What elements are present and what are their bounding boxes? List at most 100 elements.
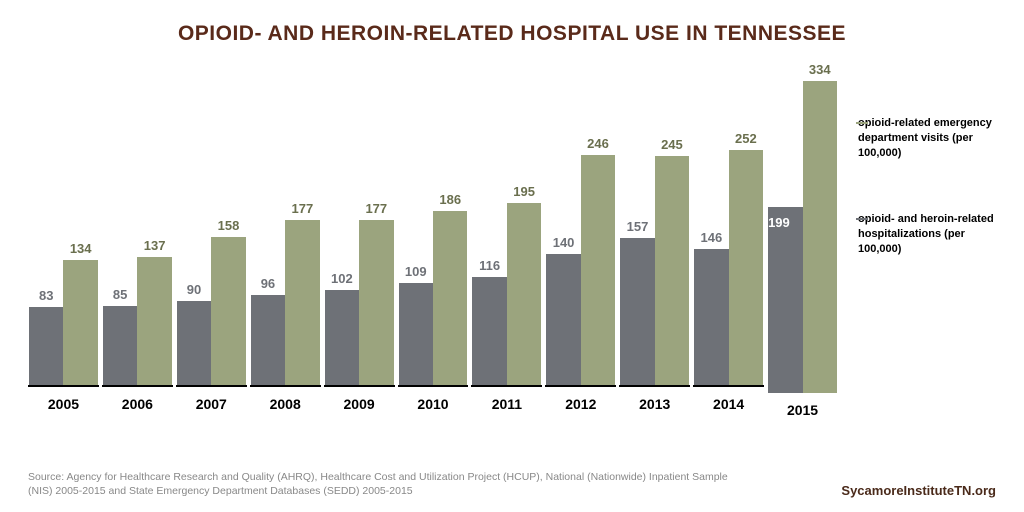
legend-item: opioid- and heroin-related hospitalizati… bbox=[858, 212, 996, 257]
year-label: 2012 bbox=[545, 387, 616, 412]
bar-hospitalizations: 83 bbox=[29, 288, 63, 385]
bar-value: 96 bbox=[261, 276, 275, 291]
bar-pair: 102 177 bbox=[324, 62, 395, 385]
bar-rect bbox=[546, 254, 580, 385]
bar-value: 90 bbox=[187, 282, 201, 297]
bar-value: 85 bbox=[113, 287, 127, 302]
bar-rect bbox=[325, 290, 359, 385]
bar-rect bbox=[399, 283, 433, 385]
bar-value: 134 bbox=[70, 241, 92, 256]
year-label: 2014 bbox=[693, 387, 764, 412]
bar-pair: 116 195 bbox=[471, 62, 542, 385]
year-label: 2015 bbox=[767, 393, 838, 418]
bar-ed_visits: 177 bbox=[285, 201, 319, 385]
bar-hospitalizations: 85 bbox=[103, 287, 137, 385]
bar-rect bbox=[803, 81, 837, 393]
bar-value: 252 bbox=[735, 131, 757, 146]
bar-value: 146 bbox=[701, 230, 723, 245]
bar-ed_visits: 334 bbox=[803, 62, 837, 393]
bar-value: 116 bbox=[479, 258, 500, 273]
bar-rect bbox=[655, 156, 689, 385]
bar-hospitalizations: 96 bbox=[251, 276, 285, 385]
bar-pair: 83 134 bbox=[28, 62, 99, 385]
bar-rect bbox=[581, 155, 615, 385]
chart-title: OPIOID- AND HEROIN-RELATED HOSPITAL USE … bbox=[28, 22, 996, 46]
year-group: 140 246 2012 bbox=[545, 62, 616, 412]
bar-hospitalizations: 90 bbox=[177, 282, 211, 385]
year-label: 2007 bbox=[176, 387, 247, 412]
year-label: 2013 bbox=[619, 387, 690, 412]
bar-value: 109 bbox=[405, 264, 427, 279]
year-group: 157 245 2013 bbox=[619, 62, 690, 412]
bar-ed_visits: 158 bbox=[211, 218, 245, 385]
bar-ed_visits: 246 bbox=[581, 136, 615, 385]
bar-ed_visits: 245 bbox=[655, 137, 689, 385]
year-label: 2010 bbox=[398, 387, 469, 412]
bar-pair: 109 186 bbox=[398, 62, 469, 385]
bar-rect bbox=[694, 249, 728, 385]
bar-ed_visits: 195 bbox=[507, 184, 541, 385]
bar-hospitalizations: 102 bbox=[325, 271, 359, 385]
bar-pair: 157 245 bbox=[619, 62, 690, 385]
bar-pair: 90 158 bbox=[176, 62, 247, 385]
bar-pair: 96 177 bbox=[250, 62, 321, 385]
bar-value: 140 bbox=[553, 235, 575, 250]
footer: Source: Agency for Healthcare Research a… bbox=[28, 470, 996, 498]
bar-rect bbox=[63, 260, 97, 385]
attribution: SycamoreInstituteTN.org bbox=[841, 483, 996, 498]
bar-value: 102 bbox=[331, 271, 353, 286]
bar-ed_visits: 134 bbox=[63, 241, 97, 385]
bar-value: 158 bbox=[218, 218, 240, 233]
bar-hospitalizations: 146 bbox=[694, 230, 728, 385]
bar-ed_visits: 252 bbox=[729, 131, 763, 385]
year-group: 96 1772008 bbox=[250, 62, 321, 412]
chart-area: 8313420058513720069015820079617720081021… bbox=[28, 62, 996, 412]
year-label: 2009 bbox=[324, 387, 395, 412]
bars-container: 8313420058513720069015820079617720081021… bbox=[28, 62, 846, 412]
legend-item: opioid-related emergency department visi… bbox=[858, 116, 996, 161]
bar-ed_visits: 137 bbox=[137, 238, 171, 385]
bar-rect bbox=[285, 220, 319, 385]
bar-value: 245 bbox=[661, 137, 683, 152]
bar-rect bbox=[729, 150, 763, 385]
year-label: 2008 bbox=[250, 387, 321, 412]
bar-pair: 146 252 bbox=[693, 62, 764, 385]
source-text: Source: Agency for Healthcare Research a… bbox=[28, 470, 728, 498]
year-group: 1993342015 bbox=[767, 62, 838, 412]
bar-ed_visits: 186 bbox=[433, 192, 467, 385]
bar-value: 195 bbox=[513, 184, 535, 199]
bar-rect bbox=[211, 237, 245, 385]
bar-rect bbox=[103, 306, 137, 385]
bar-hospitalizations: 199 bbox=[768, 207, 802, 393]
year-group: 146 252 2014 bbox=[693, 62, 764, 412]
bar-value: 246 bbox=[587, 136, 609, 151]
legend-tick bbox=[856, 122, 868, 124]
bar-pair: 199 334 bbox=[767, 62, 838, 393]
bar-rect bbox=[433, 211, 467, 385]
bar-value: 157 bbox=[627, 219, 649, 234]
bar-rect bbox=[251, 295, 285, 385]
bar-value: 137 bbox=[144, 238, 166, 253]
bar-rect bbox=[137, 257, 171, 385]
year-group: 109 186 2010 bbox=[398, 62, 469, 412]
bar-value: 199 bbox=[768, 215, 790, 230]
bar-rect bbox=[472, 277, 506, 385]
bar-hospitalizations: 140 bbox=[546, 235, 580, 385]
year-group: 90 158 2007 bbox=[176, 62, 247, 412]
year-group: 116 195 2011 bbox=[471, 62, 542, 412]
bar-value: 186 bbox=[439, 192, 461, 207]
bar-rect bbox=[359, 220, 393, 385]
bar-value: 177 bbox=[365, 201, 387, 216]
bar-ed_visits: 177 bbox=[359, 201, 393, 385]
year-group: 831342005 bbox=[28, 62, 99, 412]
bar-pair: 140 246 bbox=[545, 62, 616, 385]
legend-tick bbox=[856, 218, 868, 220]
year-group: 85 137 2006 bbox=[102, 62, 173, 412]
bar-rect bbox=[29, 307, 63, 385]
bar-rect: 199 bbox=[768, 207, 802, 393]
year-label: 2006 bbox=[102, 387, 173, 412]
year-label: 2011 bbox=[471, 387, 542, 412]
bar-rect bbox=[507, 203, 541, 385]
bar-hospitalizations: 109 bbox=[399, 264, 433, 385]
bar-pair: 85 137 bbox=[102, 62, 173, 385]
